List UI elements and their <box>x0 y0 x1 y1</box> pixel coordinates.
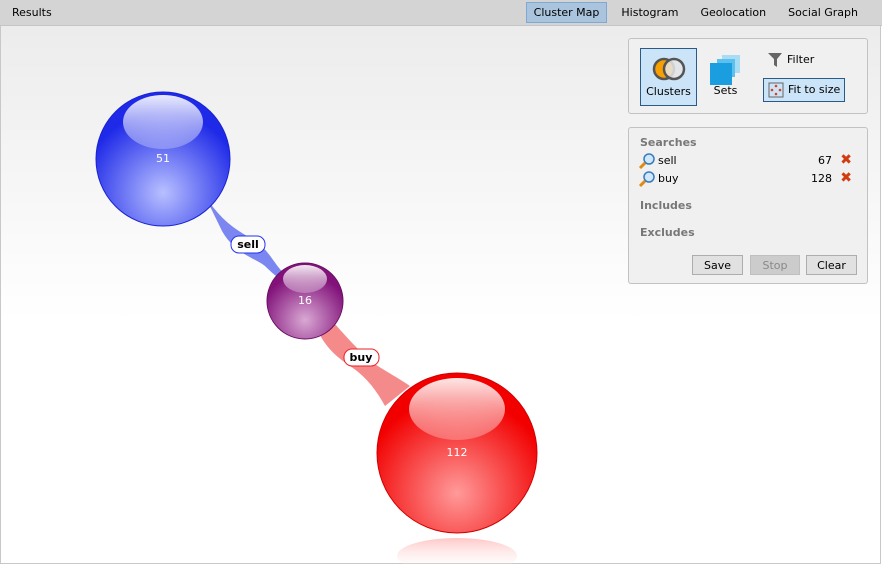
tab-cluster-map[interactable]: Cluster Map <box>525 2 608 23</box>
clusters-icon <box>652 57 686 81</box>
view-tabs: Cluster Map Histogram Geolocation Social… <box>525 2 866 23</box>
search-count: 128 <box>811 172 832 185</box>
tab-social-graph[interactable]: Social Graph <box>788 6 858 19</box>
link-label-sell[interactable]: sell <box>230 235 266 254</box>
fit-to-size-label: Fit to size <box>788 83 841 96</box>
sets-icon <box>710 55 740 85</box>
save-button[interactable]: Save <box>692 255 743 275</box>
magnifier-icon <box>638 153 655 170</box>
tab-histogram[interactable]: Histogram <box>621 6 679 19</box>
filter-button[interactable]: Filter <box>763 49 818 73</box>
search-count: 67 <box>818 154 832 167</box>
svg-text:buy: buy <box>350 351 373 364</box>
search-term: buy <box>658 172 679 185</box>
sets-label: Sets <box>713 84 738 97</box>
clusters-button[interactable]: Clusters <box>640 48 697 106</box>
fit-to-size-button[interactable]: Fit to size <box>763 78 846 102</box>
magnifier-icon <box>638 171 655 188</box>
reflection <box>397 538 517 564</box>
tab-geolocation[interactable]: Geolocation <box>700 6 767 19</box>
filter-icon <box>768 53 782 67</box>
cluster-bubble[interactable]: 51 <box>95 91 231 227</box>
search-item[interactable]: sell 67 ✖ <box>638 152 854 170</box>
fit-to-size-icon <box>768 82 784 98</box>
remove-search-icon[interactable]: ✖ <box>840 152 852 168</box>
results-title: Results <box>12 6 52 19</box>
cluster-count: 51 <box>156 152 170 165</box>
sets-button[interactable]: Sets <box>697 48 754 106</box>
remove-search-icon[interactable]: ✖ <box>840 170 852 186</box>
search-item[interactable]: buy 128 ✖ <box>638 170 854 188</box>
cluster-count: 16 <box>298 294 312 307</box>
searches-heading: Searches <box>640 136 697 149</box>
searches-panel: Searches sell 67 ✖ buy 128 ✖ Includes Ex… <box>628 127 868 284</box>
clear-button[interactable]: Clear <box>806 255 857 275</box>
view-toolbar: Clusters Sets Filter Fit to size <box>628 38 868 114</box>
cluster-bubble[interactable]: 16 <box>266 262 344 340</box>
cluster-map: 51 16 112 sell buy <box>95 91 538 564</box>
clusters-label: Clusters <box>646 85 691 98</box>
excludes-heading: Excludes <box>640 226 695 239</box>
link-label-buy[interactable]: buy <box>343 348 380 367</box>
search-term: sell <box>658 154 677 167</box>
top-bar: Results Cluster Map Histogram Geolocatio… <box>0 0 882 26</box>
stop-button[interactable]: Stop <box>750 255 800 275</box>
svg-text:sell: sell <box>237 238 259 251</box>
includes-heading: Includes <box>640 199 692 212</box>
cluster-count: 112 <box>447 446 468 459</box>
filter-label: Filter <box>787 53 815 66</box>
cluster-bubble[interactable]: 112 <box>376 372 538 534</box>
